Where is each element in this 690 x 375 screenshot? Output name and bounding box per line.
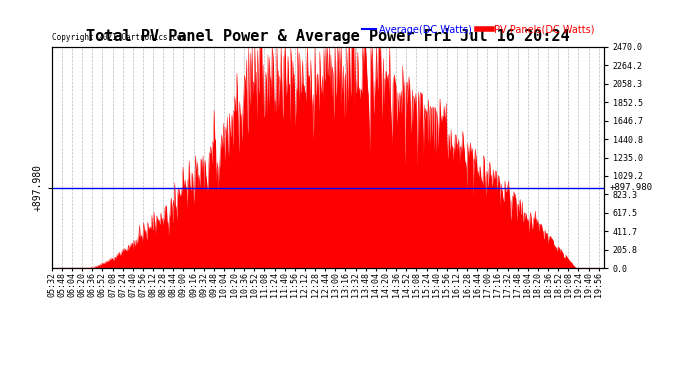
Text: +897.980: +897.980	[609, 183, 652, 192]
Text: Copyright 2021 Cartronics.com: Copyright 2021 Cartronics.com	[52, 33, 186, 42]
Title: Total PV Panel Power & Average Power Fri Jul 16 20:24: Total PV Panel Power & Average Power Fri…	[86, 28, 569, 44]
Legend: Average(DC Watts), PV Panels(DC Watts): Average(DC Watts), PV Panels(DC Watts)	[358, 21, 599, 39]
